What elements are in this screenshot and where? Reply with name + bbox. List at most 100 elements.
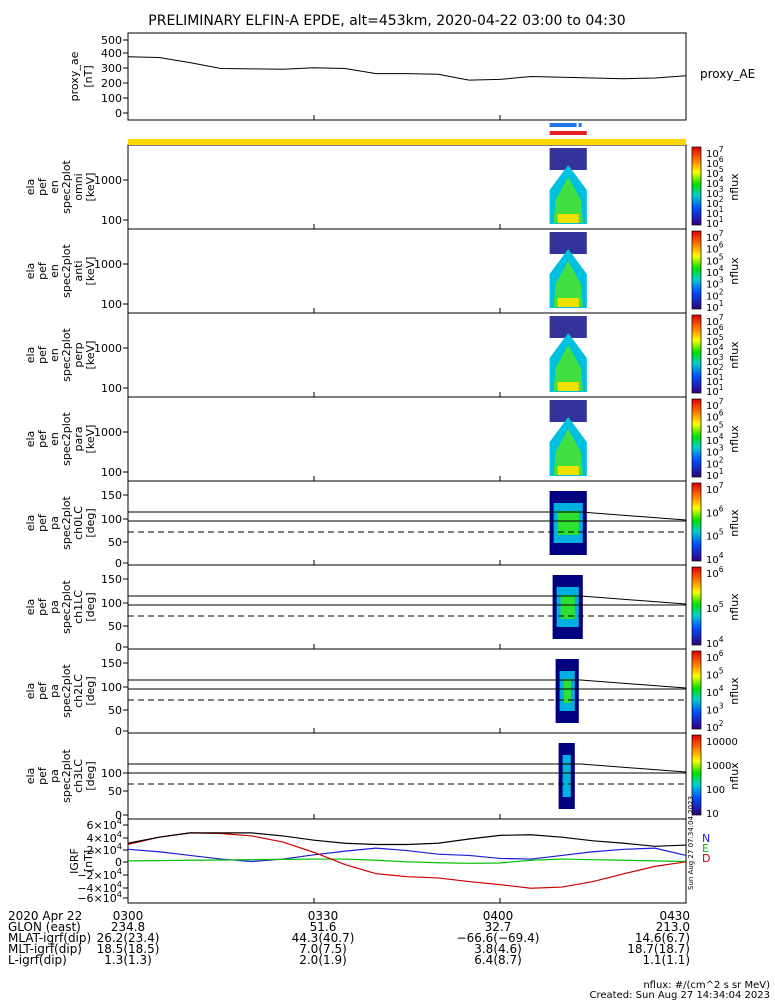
colorbar-tick-ch1LC: 106 bbox=[706, 565, 724, 580]
colorbar-tick-ch3LC: 10 bbox=[706, 809, 719, 820]
footer-value-4-2: 6.4(8.7) bbox=[474, 953, 522, 967]
ytick-label-ch2LC: 150 bbox=[101, 657, 122, 670]
igrf-legend-E: E bbox=[702, 842, 709, 855]
spectrum-anti bbox=[549, 232, 587, 308]
colorbar-tick-ch1LC: 104 bbox=[706, 635, 724, 650]
ylabel-anti-5: [keV] bbox=[84, 257, 97, 286]
colorbar-tick-perp: 107 bbox=[706, 313, 724, 328]
pa-spectrum-ch2LC bbox=[128, 659, 687, 723]
colorbar-tick-omni: 106 bbox=[706, 155, 724, 170]
colorbar-label-anti: nflux bbox=[728, 257, 741, 285]
ytick-label-igrf: 2×104 bbox=[87, 841, 122, 857]
ylabel-ch1LC-1: pef bbox=[36, 597, 49, 616]
colorbar-tick-ch3LC: 1000 bbox=[706, 761, 731, 772]
ytick-label-ch0LC: 50 bbox=[108, 536, 122, 549]
colorbar-tick-omni: 107 bbox=[706, 145, 724, 160]
ylabel-ch0LC-4: ch0LC bbox=[72, 506, 85, 540]
igrf-side-note: Sun Aug 27 07:34:04 2023 bbox=[687, 796, 695, 890]
ytick-label-perp: 100 bbox=[101, 382, 122, 395]
footer-label-2: MLAT-igrf(dip) bbox=[8, 931, 91, 945]
colorbar-tick-ch2LC: 103 bbox=[706, 702, 724, 717]
colorbar-label-ch1LC: nflux bbox=[728, 593, 741, 621]
spectrum-noise bbox=[549, 148, 587, 170]
ylabel-proxy_ae-0: proxy_ae bbox=[68, 51, 81, 101]
spectrum-yellow bbox=[557, 382, 579, 391]
footer-value-0-3: 0430 bbox=[659, 909, 690, 923]
ylabel-omni-2: en bbox=[48, 180, 61, 194]
ylabel-ch3LC-1: pef bbox=[36, 766, 49, 785]
ytick-label-ch1LC: 50 bbox=[108, 620, 122, 633]
ytick-label-proxy_ae: 300 bbox=[101, 62, 122, 75]
colorbar-tick-perp: 102 bbox=[706, 363, 724, 378]
igrf-line-N bbox=[127, 847, 687, 863]
ytick-label-omni: 1000 bbox=[94, 174, 122, 187]
spectrum-green bbox=[553, 345, 583, 391]
ylabel-omni-3: spec2plot bbox=[60, 160, 73, 214]
ylabel-perp-5: [keV] bbox=[84, 341, 97, 370]
spectrum-para bbox=[549, 400, 587, 476]
colorbar-tick-anti: 106 bbox=[706, 241, 724, 256]
ylabel-proxy_ae-1: [nT] bbox=[82, 65, 95, 87]
footer-value-3-3: 18.7(18.7) bbox=[627, 942, 690, 956]
ylabel-ch3LC-0: ela bbox=[24, 768, 37, 785]
ylabel-ch2LC-2: pa bbox=[48, 684, 61, 698]
ytick-label-ch3LC: 0 bbox=[115, 809, 122, 822]
ylabel-ch2LC-5: [deg] bbox=[84, 676, 97, 705]
colorbar-tick-para: 105 bbox=[706, 420, 724, 435]
ylabel-ch1LC-0: ela bbox=[24, 599, 37, 616]
colorbar-tick-para: 102 bbox=[706, 455, 724, 470]
panel-frame-ch0LC bbox=[127, 480, 687, 566]
colorbar-omni bbox=[691, 146, 702, 226]
spectrum-perp bbox=[549, 316, 587, 392]
colorbar-tick-anti: 107 bbox=[706, 229, 724, 244]
panel-frame-omni bbox=[127, 144, 687, 230]
ytick-label-proxy_ae: 100 bbox=[101, 92, 122, 105]
spectrum-omni bbox=[549, 148, 587, 224]
spectrum-noise bbox=[549, 232, 587, 254]
footer-value-3-1: 7.0(7.5) bbox=[299, 942, 347, 956]
igrf-legend-D: D bbox=[702, 852, 710, 865]
footer-value-2-0: 26.2(23.4) bbox=[97, 931, 160, 945]
panel-frame-perp bbox=[127, 312, 687, 398]
footer-value-1-3: 213.0 bbox=[656, 920, 690, 934]
ylabel-ch0LC-2: pa bbox=[48, 516, 61, 530]
ytick-label-ch1LC: 100 bbox=[101, 597, 122, 610]
panel-frame-igrf bbox=[127, 818, 687, 904]
colorbar-tick-para: 101 bbox=[706, 467, 724, 482]
colorbar-tick-ch0LC: 107 bbox=[706, 481, 724, 496]
colorbar-tick-ch0LC: 105 bbox=[706, 528, 724, 543]
colorbar-tick-perp: 105 bbox=[706, 333, 724, 348]
ylabel-para-2: en bbox=[48, 432, 61, 446]
ylabel-perp-3: spec2plot bbox=[60, 328, 73, 382]
colorbar-tick-omni: 101 bbox=[706, 215, 724, 230]
pa-line-upper bbox=[128, 595, 687, 605]
ylabel-perp-4: perp bbox=[72, 342, 85, 367]
ylabel-omni-1: pef bbox=[36, 177, 49, 196]
footer-value-2-3: 14.6(6.7) bbox=[635, 931, 690, 945]
colorbar-tick-para: 104 bbox=[706, 432, 724, 447]
ylabel-ch1LC-4: ch1LC bbox=[72, 590, 85, 624]
colorbar-label-ch3LC: nflux bbox=[728, 762, 741, 790]
ytick-label-anti: 1000 bbox=[94, 258, 122, 271]
ylabel-ch2LC-0: ela bbox=[24, 683, 37, 700]
state-bar-red bbox=[549, 131, 587, 135]
spectrum-green bbox=[553, 261, 583, 307]
ytick-label-igrf: −4×104 bbox=[77, 879, 122, 895]
ytick-label-igrf: −6×104 bbox=[77, 889, 122, 905]
colorbar-tick-para: 107 bbox=[706, 397, 724, 412]
ylabel-igrf-0: IGRF bbox=[68, 848, 81, 874]
ytick-label-igrf: −2×104 bbox=[77, 866, 122, 882]
ytick-label-ch3LC: 100 bbox=[101, 767, 122, 780]
colorbar-label-para: nflux bbox=[728, 425, 741, 453]
units-note: nflux: #/(cm^2 s sr MeV) bbox=[643, 980, 770, 991]
footer-value-0-1: 0330 bbox=[308, 909, 339, 923]
colorbar-perp bbox=[691, 314, 702, 394]
spectrum-yellow bbox=[557, 466, 579, 475]
igrf-legend-N: N bbox=[702, 832, 710, 845]
colorbar-ch1LC bbox=[691, 566, 702, 646]
footer-value-3-0: 18.5(18.5) bbox=[97, 942, 160, 956]
ytick-label-omni: 100 bbox=[101, 214, 122, 227]
pa-spectrum-ch1LC bbox=[128, 575, 687, 639]
ytick-label-igrf: 4×104 bbox=[87, 829, 122, 845]
colorbar-tick-anti: 101 bbox=[706, 299, 724, 314]
